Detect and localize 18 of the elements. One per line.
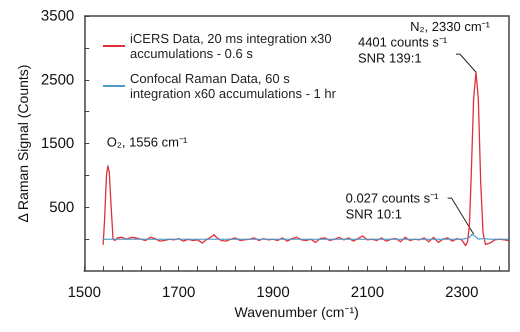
annotation: O₂, 1556 cm⁻¹ [106,134,188,150]
x-tick-label: 2300 [445,284,478,302]
y-tick-label: 500 [49,198,74,216]
line-series [102,71,509,246]
annotation: N₂, 2330 cm⁻¹ [410,19,491,34]
x-axis-title: Wavenumber (cm⁻¹) [234,304,359,320]
annotation: 0.027 counts s⁻¹ SNR 10:1 [346,190,440,222]
y-tick-label: 3500 [40,8,74,24]
x-tick-label: 2100 [350,284,384,302]
annotation: 4401 counts s⁻¹ SNR 139:1 [358,34,448,66]
x-tick-label: 1500 [68,284,101,302]
y-tick-label: 1500 [40,135,74,152]
legend-label: iCERS Data, 20 ms integration x30 accumulations - 0.6 s [130,31,332,61]
y-axis-title: Δ Raman Signal (Counts) [15,64,31,223]
x-tick-label: 1700 [162,284,196,302]
y-tick-label: 2500 [40,71,74,88]
x-tick-label: 1900 [256,284,290,302]
legend-label: Confocal Raman Data, 60 s integration x60 accumulations - 1 hr [130,71,337,101]
